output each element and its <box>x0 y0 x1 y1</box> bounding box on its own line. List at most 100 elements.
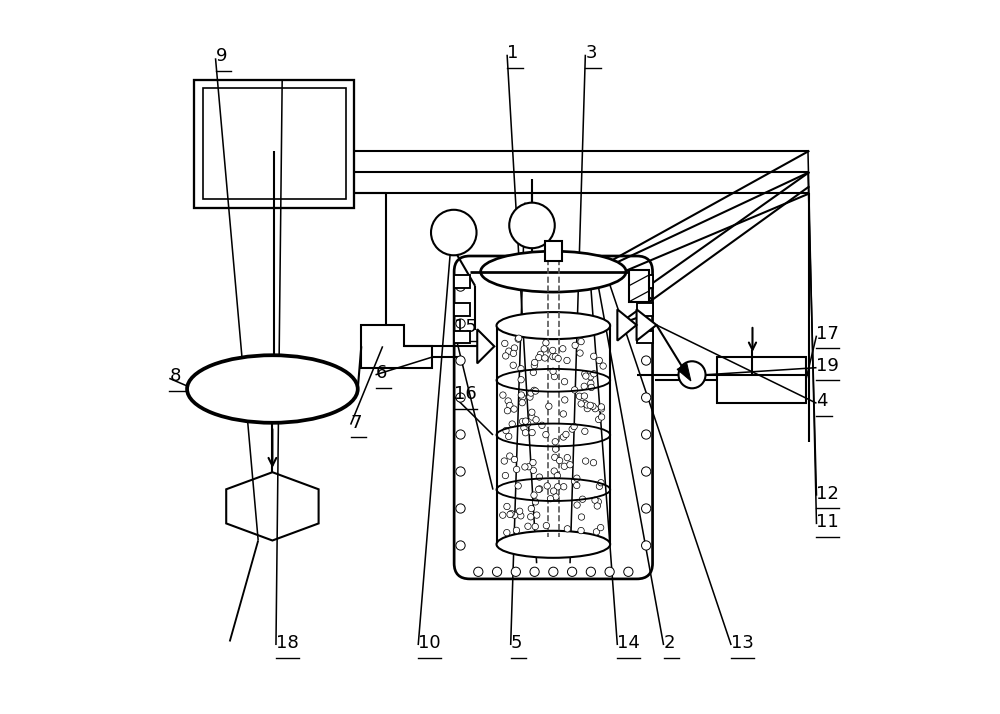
Bar <box>454 331 470 343</box>
Bar <box>637 275 653 288</box>
Circle shape <box>510 350 517 356</box>
Circle shape <box>509 421 515 427</box>
Circle shape <box>544 483 550 489</box>
Circle shape <box>543 431 549 438</box>
Polygon shape <box>361 325 432 368</box>
Circle shape <box>522 418 529 424</box>
Circle shape <box>550 368 556 374</box>
Circle shape <box>525 421 531 427</box>
FancyBboxPatch shape <box>454 256 653 579</box>
Text: 11: 11 <box>816 513 839 531</box>
Circle shape <box>522 430 529 436</box>
Circle shape <box>605 567 614 576</box>
Circle shape <box>456 540 465 550</box>
Circle shape <box>598 403 605 410</box>
Circle shape <box>595 416 602 423</box>
Circle shape <box>642 504 651 513</box>
Circle shape <box>500 512 506 518</box>
Text: 14: 14 <box>617 634 640 652</box>
Circle shape <box>521 425 527 431</box>
Circle shape <box>530 369 537 376</box>
Circle shape <box>536 354 542 361</box>
Circle shape <box>595 498 601 505</box>
Circle shape <box>550 347 556 353</box>
Text: 18: 18 <box>276 634 299 652</box>
Circle shape <box>578 528 584 534</box>
Circle shape <box>518 376 524 383</box>
Circle shape <box>532 498 539 505</box>
Circle shape <box>546 403 552 410</box>
Circle shape <box>541 346 547 352</box>
Text: 15: 15 <box>454 318 477 336</box>
Circle shape <box>529 414 535 421</box>
Circle shape <box>527 394 533 401</box>
Circle shape <box>582 400 588 406</box>
Circle shape <box>535 486 542 493</box>
Circle shape <box>567 567 577 576</box>
Circle shape <box>519 394 526 401</box>
Circle shape <box>511 345 518 351</box>
Polygon shape <box>617 309 637 341</box>
Circle shape <box>590 460 597 466</box>
Circle shape <box>550 488 557 494</box>
Text: 3: 3 <box>585 44 597 62</box>
Circle shape <box>525 463 532 470</box>
Circle shape <box>582 428 588 435</box>
Circle shape <box>532 359 538 366</box>
Circle shape <box>550 353 556 360</box>
Circle shape <box>531 387 537 393</box>
Circle shape <box>571 423 577 430</box>
Ellipse shape <box>509 203 555 248</box>
Circle shape <box>569 426 575 432</box>
Circle shape <box>503 428 509 434</box>
Circle shape <box>533 416 539 423</box>
Circle shape <box>456 467 465 476</box>
Polygon shape <box>677 363 691 381</box>
Circle shape <box>525 523 531 530</box>
Circle shape <box>597 524 604 531</box>
Circle shape <box>552 438 558 445</box>
Bar <box>203 88 346 199</box>
Circle shape <box>516 508 523 514</box>
Circle shape <box>515 483 521 489</box>
Circle shape <box>532 523 538 530</box>
Circle shape <box>511 567 520 576</box>
Circle shape <box>519 418 526 425</box>
Circle shape <box>505 398 511 404</box>
Circle shape <box>519 399 525 406</box>
Bar <box>454 303 470 316</box>
Text: 8: 8 <box>169 368 181 386</box>
Circle shape <box>555 356 561 362</box>
Circle shape <box>598 480 604 486</box>
Text: 16: 16 <box>454 386 477 403</box>
Circle shape <box>518 366 524 372</box>
Text: 2: 2 <box>664 634 675 652</box>
Circle shape <box>553 493 559 500</box>
Circle shape <box>506 348 512 354</box>
Circle shape <box>456 319 465 328</box>
Circle shape <box>642 393 651 402</box>
Circle shape <box>560 411 567 417</box>
Circle shape <box>594 503 600 509</box>
Circle shape <box>574 482 580 488</box>
Polygon shape <box>477 329 494 363</box>
Circle shape <box>502 341 508 347</box>
Circle shape <box>642 282 651 291</box>
Circle shape <box>511 512 518 518</box>
Circle shape <box>542 355 548 361</box>
Circle shape <box>528 506 535 512</box>
Circle shape <box>551 468 557 474</box>
Text: 17: 17 <box>816 325 839 343</box>
Circle shape <box>564 357 570 363</box>
Circle shape <box>561 463 568 470</box>
Circle shape <box>574 502 580 508</box>
Circle shape <box>574 475 580 481</box>
Circle shape <box>586 567 595 576</box>
Circle shape <box>567 461 573 468</box>
Circle shape <box>581 393 588 399</box>
Circle shape <box>511 406 517 412</box>
Circle shape <box>592 497 598 503</box>
Text: 5: 5 <box>511 634 522 652</box>
Bar <box>637 331 653 343</box>
Bar <box>194 80 354 208</box>
